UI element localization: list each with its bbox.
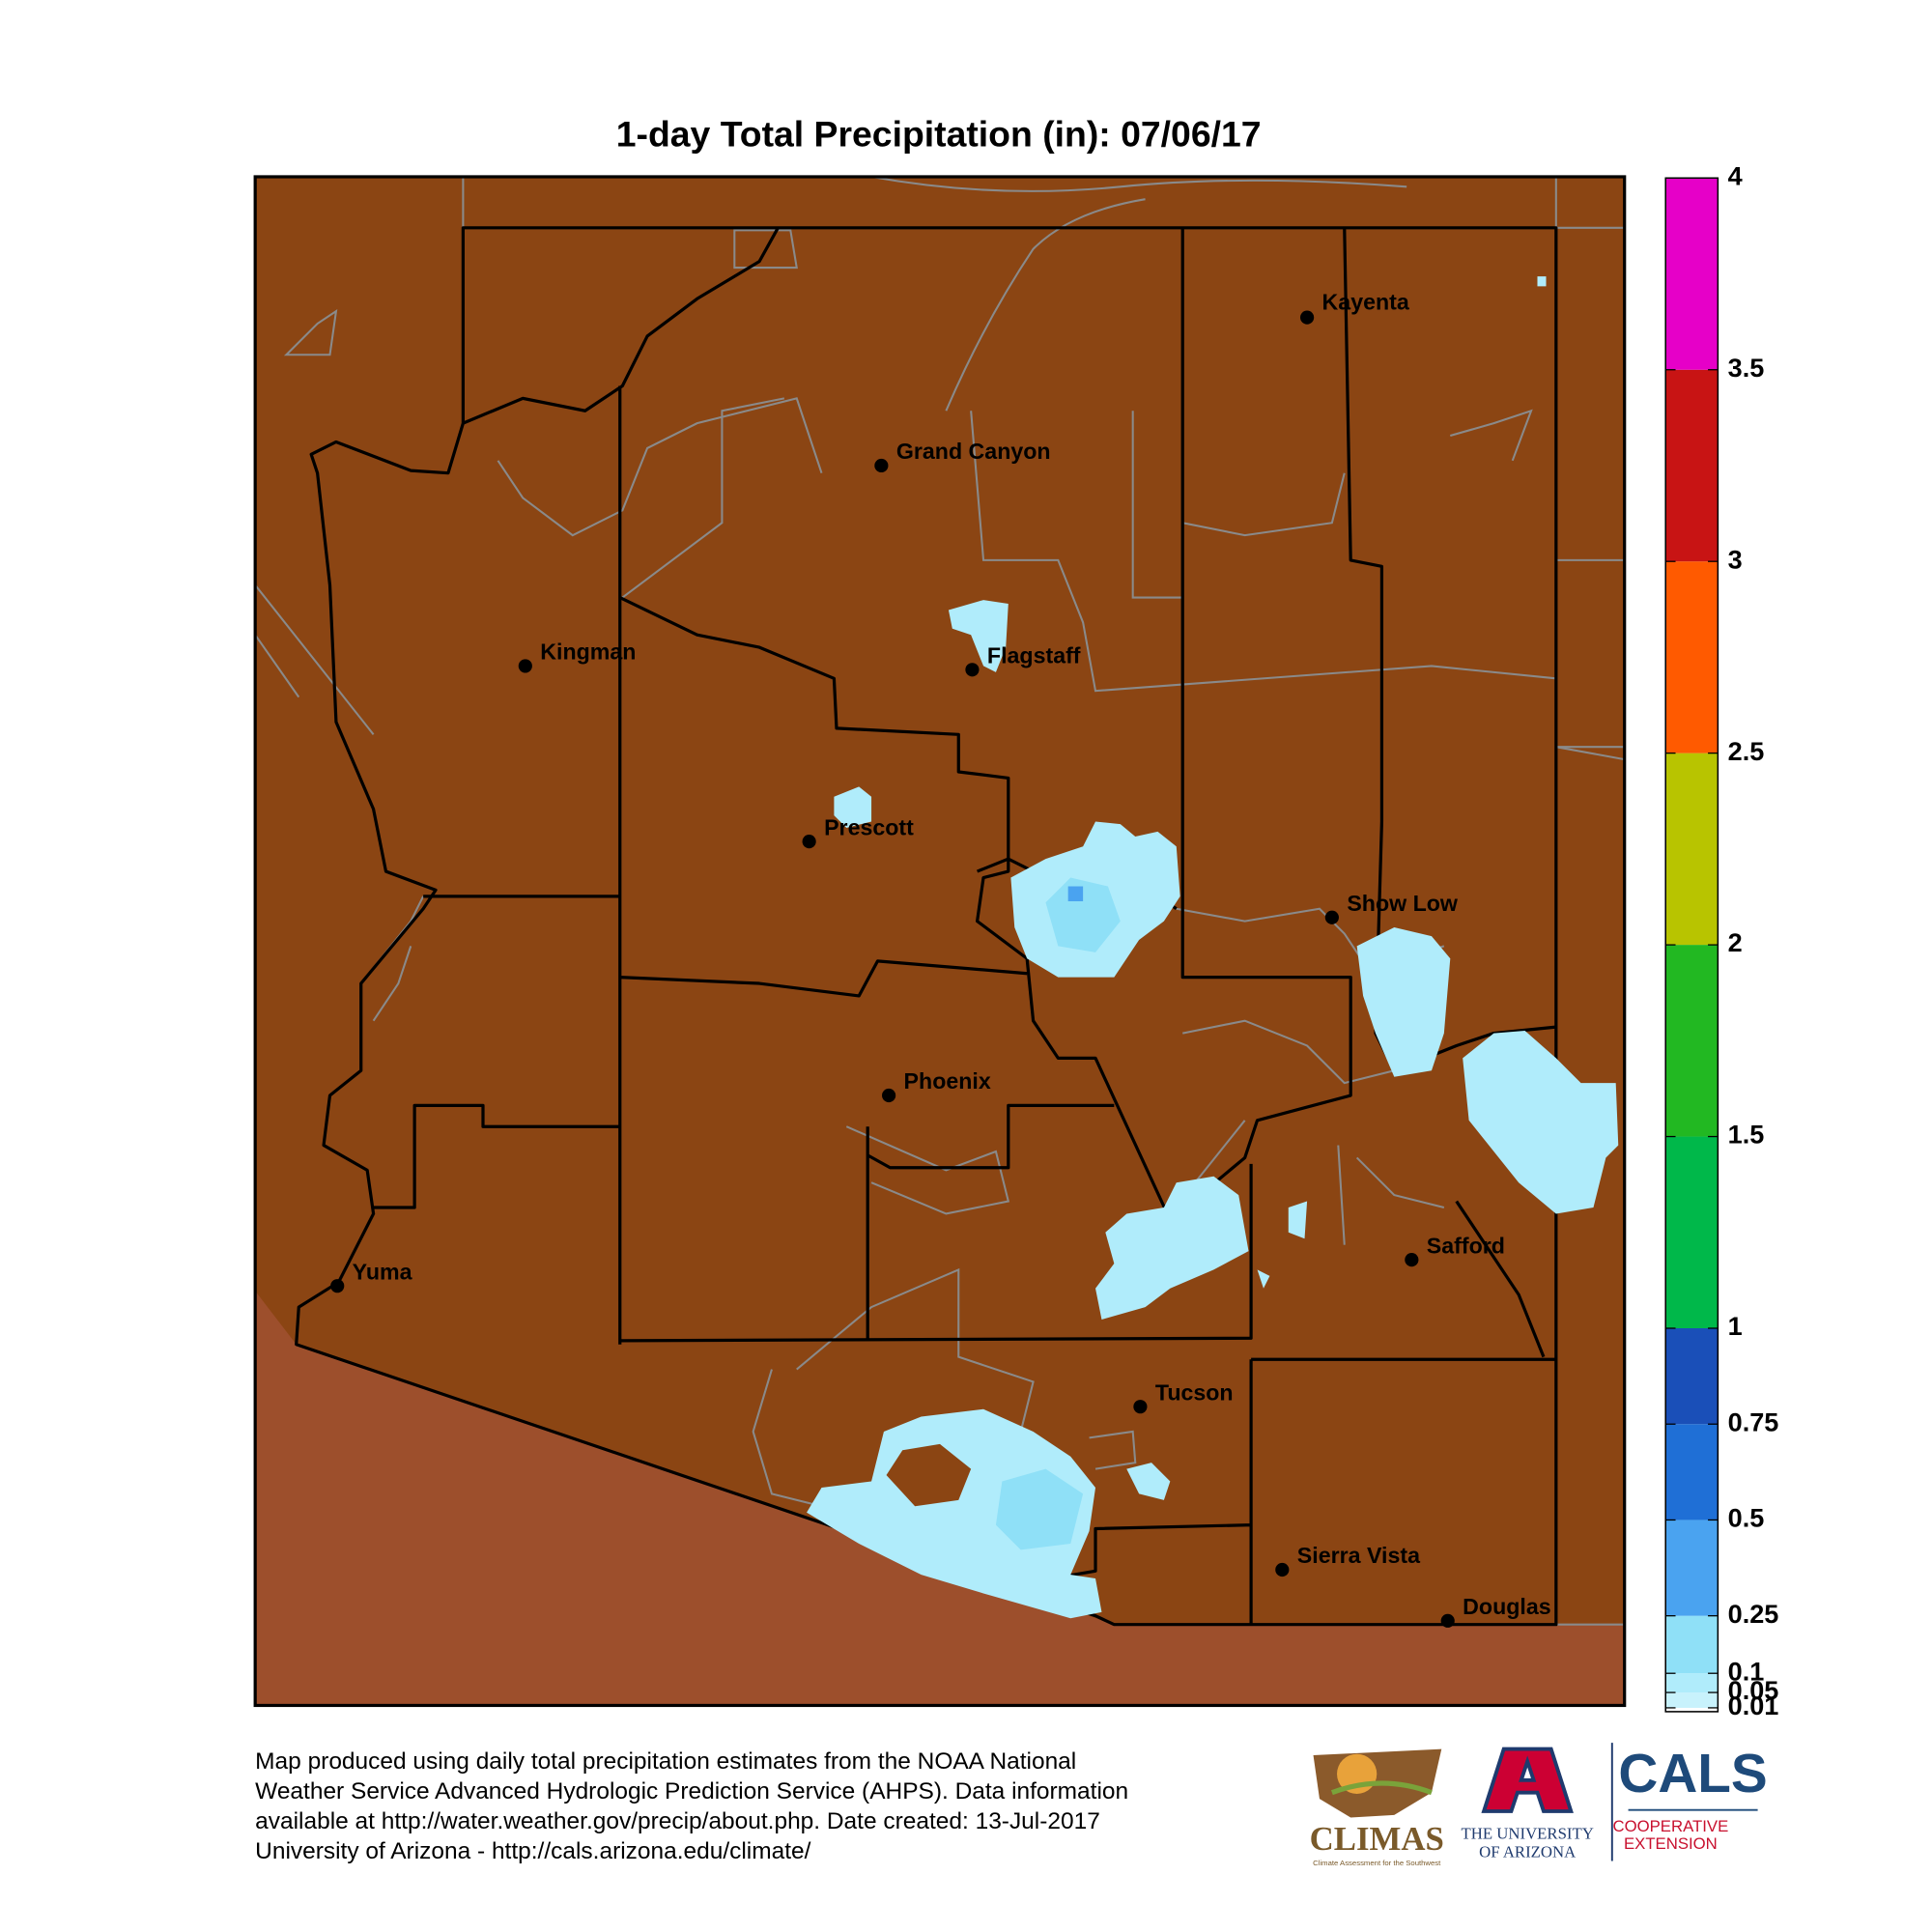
colorbar-segment bbox=[1665, 1136, 1719, 1328]
rain-area bbox=[948, 600, 1009, 672]
rain-area bbox=[1045, 877, 1121, 952]
city-dot bbox=[1405, 1253, 1419, 1267]
colorbar-label: 0.25 bbox=[1728, 1600, 1779, 1629]
colorbar-label: 0.01 bbox=[1728, 1691, 1779, 1720]
map-border bbox=[253, 175, 1627, 1708]
colorbar-segment bbox=[1665, 1692, 1719, 1708]
footer-line: Weather Service Advanced Hydrologic Pred… bbox=[255, 1778, 1128, 1804]
colorbar-segment bbox=[1665, 1424, 1719, 1520]
city-label: Phoenix bbox=[904, 1068, 991, 1094]
map-frame bbox=[253, 175, 1627, 1708]
colorbar-label: 3 bbox=[1728, 545, 1743, 574]
city-dot bbox=[330, 1279, 345, 1293]
city-dot bbox=[965, 663, 980, 677]
city-dot bbox=[802, 835, 816, 849]
city-label: Tucson bbox=[1155, 1379, 1234, 1405]
rain-area bbox=[1356, 927, 1451, 1077]
climas-icon bbox=[1330, 1780, 1433, 1796]
climas-logo: CLIMAS bbox=[1310, 1820, 1444, 1858]
footer-line: available at http://water.weather.gov/pr… bbox=[255, 1808, 1100, 1834]
rain-area bbox=[1095, 1176, 1249, 1320]
colorbar-label: 2 bbox=[1728, 928, 1743, 957]
footer: Map produced using daily total precipita… bbox=[255, 1748, 1128, 1864]
colorbar-label: 0.05 bbox=[1728, 1676, 1779, 1705]
colorbar-label: 2.5 bbox=[1728, 737, 1765, 766]
logos: CLIMAS Climate Assessment for the Southw… bbox=[1310, 1743, 1768, 1867]
colorbar-segment bbox=[1665, 1328, 1719, 1425]
border-lines bbox=[254, 176, 1625, 1626]
colorbar-segment bbox=[1665, 945, 1719, 1137]
colorbar-label: 1.5 bbox=[1728, 1121, 1765, 1150]
cals-text: EXTENSION bbox=[1624, 1834, 1718, 1853]
colorbar-label: 0.5 bbox=[1728, 1504, 1765, 1533]
state-outline bbox=[295, 226, 1558, 1627]
city-dot bbox=[1300, 310, 1315, 325]
rain-area bbox=[834, 786, 872, 828]
colorbar-segment bbox=[1665, 1673, 1719, 1693]
colorbar-label: 4 bbox=[1728, 161, 1743, 190]
colorbar-segment bbox=[1665, 1520, 1719, 1616]
colorbar-segment bbox=[1665, 178, 1719, 370]
ua-text: OF ARIZONA bbox=[1479, 1843, 1576, 1861]
city-label: Kayenta bbox=[1322, 290, 1410, 315]
colorbar-label: 1 bbox=[1728, 1312, 1743, 1341]
colorbar: 0.010.050.1 0.25 0.5 0.75 1 1.5 2 2.5 3 3.5 4 bbox=[1664, 161, 1779, 1720]
city-dot bbox=[1324, 910, 1339, 924]
ua-logo bbox=[1481, 1747, 1574, 1813]
rain-area bbox=[1463, 1031, 1619, 1214]
city-label: Flagstaff bbox=[987, 643, 1081, 668]
rain-area bbox=[807, 1408, 1102, 1619]
cals-logo: CALS bbox=[1618, 1744, 1767, 1804]
city-label: Kingman bbox=[540, 639, 636, 665]
map-title: 1-day Total Precipitation (in): 07/06/17 bbox=[616, 114, 1262, 155]
grey-boundaries bbox=[283, 175, 1625, 1581]
colorbar-label: 0.1 bbox=[1728, 1657, 1765, 1686]
cities: Kayenta Grand Canyon Kingman Flagstaff P… bbox=[330, 290, 1551, 1628]
city-dot bbox=[1275, 1562, 1290, 1577]
colorbar-label: 3.5 bbox=[1728, 354, 1765, 383]
city-dot bbox=[882, 1088, 896, 1103]
city-label: Safford bbox=[1427, 1233, 1505, 1258]
rain-area bbox=[995, 1468, 1084, 1550]
colorbar-segment bbox=[1665, 561, 1719, 753]
ua-text: THE UNIVERSITY bbox=[1462, 1824, 1594, 1842]
colorbar-segment bbox=[1665, 369, 1719, 562]
city-dot bbox=[518, 659, 532, 673]
footer-line: Map produced using daily total precipita… bbox=[255, 1748, 1076, 1775]
cals-text: COOPERATIVE bbox=[1612, 1817, 1728, 1835]
city-label: Sierra Vista bbox=[1297, 1543, 1421, 1568]
climas-subtitle: Climate Assessment for the Southwest bbox=[1313, 1859, 1441, 1867]
mexico bbox=[255, 1291, 1625, 1706]
colorbar-segment bbox=[1665, 1615, 1719, 1674]
city-dot bbox=[874, 458, 889, 473]
city-label: Show Low bbox=[1347, 891, 1459, 916]
city-label: Douglas bbox=[1463, 1594, 1550, 1619]
city-label: Prescott bbox=[824, 814, 914, 839]
footer-line: University of Arizona - http://cals.ariz… bbox=[255, 1838, 810, 1864]
city-label: Yuma bbox=[353, 1259, 413, 1284]
precipitation bbox=[807, 276, 1619, 1619]
city-dot bbox=[1440, 1613, 1455, 1628]
colorbar-segment bbox=[1665, 753, 1719, 946]
colorbar-label: 0.75 bbox=[1728, 1407, 1779, 1436]
city-label: Grand Canyon bbox=[896, 439, 1051, 464]
rain-area bbox=[1067, 886, 1084, 901]
city-dot bbox=[1133, 1400, 1148, 1414]
